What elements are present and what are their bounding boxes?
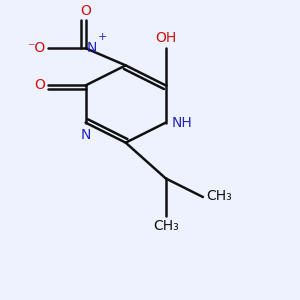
Text: N: N	[80, 128, 91, 142]
Text: OH: OH	[155, 31, 176, 45]
Text: CH₃: CH₃	[206, 189, 232, 202]
Text: +: +	[98, 32, 107, 43]
Text: CH₃: CH₃	[153, 218, 178, 233]
Text: ⁻O: ⁻O	[27, 41, 46, 55]
Text: O: O	[35, 78, 46, 92]
Text: N: N	[87, 41, 98, 55]
Text: NH: NH	[172, 116, 192, 130]
Text: O: O	[80, 4, 91, 18]
